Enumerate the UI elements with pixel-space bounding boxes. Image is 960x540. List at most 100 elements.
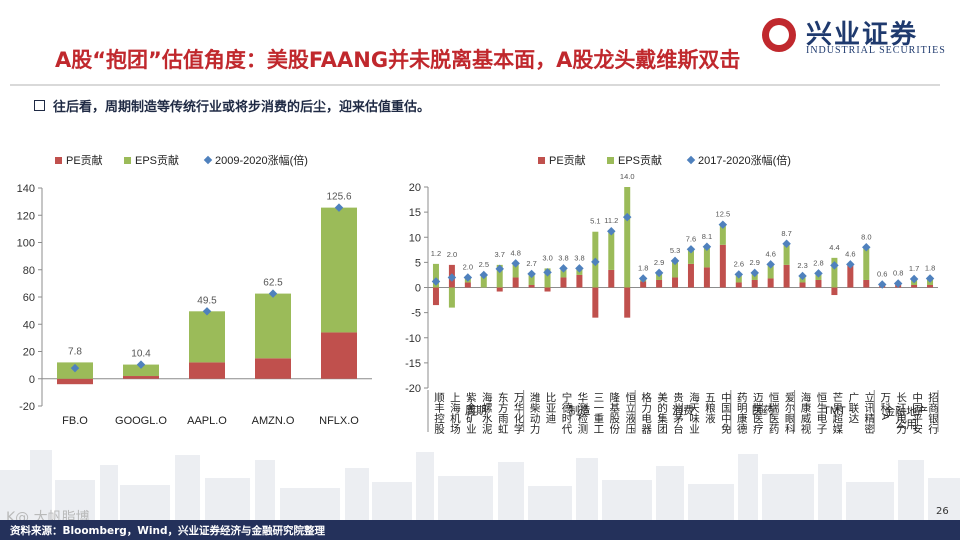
legend-marker-icon (686, 155, 696, 165)
data-label: 2.7 (526, 259, 536, 268)
legend-swatch (124, 157, 131, 164)
marker-point (70, 363, 80, 373)
x-tick-label: 恒生电子 (815, 391, 827, 434)
y-tick-label: 140 (17, 183, 35, 195)
x-tick-label: 立讯精密 (863, 391, 875, 435)
data-label: 1.7 (909, 264, 919, 273)
marker-point (334, 203, 344, 212)
x-tick-label: 贵州茅台 (672, 391, 684, 435)
x-tick-label: 海螺水泥 (481, 391, 493, 435)
y-tick-label: 40 (23, 319, 35, 331)
bar-segment (672, 260, 679, 278)
marker-point (814, 269, 823, 278)
bar-segment (432, 287, 439, 306)
header-divider (10, 84, 940, 86)
bar-segment (255, 358, 291, 379)
brand-name-en: INDUSTRIAL SECURITIES (806, 45, 946, 56)
bar-segment (703, 246, 710, 268)
legend-swatch (538, 157, 545, 164)
bar-segment (496, 264, 503, 288)
data-label: 0.8 (893, 268, 903, 277)
marker-point (447, 273, 457, 282)
data-label: 10.4 (131, 349, 151, 360)
y-tick-label: -20 (19, 401, 35, 413)
x-tick-label: 华测检测 (576, 391, 588, 435)
bar-segment (831, 287, 838, 296)
y-tick-label: 80 (23, 265, 35, 277)
data-label: 3.0 (542, 253, 552, 262)
bar-segment (767, 278, 774, 288)
bar-segment (544, 287, 551, 292)
group-label: TMT (823, 405, 846, 417)
x-tick-label: NFLX.O (319, 415, 359, 427)
legend-label: EPS贡献 (618, 153, 662, 167)
bar-segment (528, 273, 535, 285)
source-note: 资料来源：Bloomberg，Wind，兴业证券经济与金融研究院整理 (10, 525, 325, 537)
legend-label: PE贡献 (549, 153, 586, 167)
data-label: 8.1 (702, 232, 712, 241)
bar-segment (911, 284, 918, 288)
data-label: 5.3 (670, 246, 680, 255)
x-tick-label: FB.O (62, 415, 88, 427)
a-share-leaders-chart: PE贡献 EPS贡献 2017-2020涨幅(倍) -20 -15 -10 -5 0 5 10 15… (405, 153, 939, 435)
marker-point (136, 360, 146, 369)
x-tick-label: 长江电力 (895, 392, 907, 435)
bar-segment (719, 224, 726, 245)
skyline-decoration (0, 450, 960, 520)
marker-point (575, 264, 584, 273)
y-tick-label: 100 (17, 238, 35, 250)
data-label: 7.8 (68, 346, 82, 357)
footer-bar: 资料来源：Bloomberg，Wind，兴业证券经济与金融研究院整理 (0, 520, 960, 540)
data-label: 1.8 (925, 263, 935, 272)
bar-segment (703, 267, 710, 288)
bar-segment (480, 274, 487, 288)
data-label: 12.5 (716, 210, 731, 219)
brand-name-cn: 兴业证券 (806, 20, 919, 50)
bar-segment (831, 257, 838, 288)
x-tick-label: GOOGL.O (115, 415, 167, 427)
marker-point (591, 257, 600, 267)
y-tick-label: 0 (29, 374, 35, 386)
data-label: 4.6 (765, 249, 775, 258)
bullet-point: 往后看，周期制造等传统行业或将步消费的后尘，迎来估值重估。 (34, 96, 430, 115)
x-tick-label: 顺丰控股 (433, 392, 445, 435)
marker-point (495, 264, 504, 274)
data-label: 2.5 (479, 260, 489, 269)
bar-segment (656, 279, 663, 288)
bar-segment (751, 279, 758, 288)
page-number: 26 (936, 506, 949, 517)
bar-segment (255, 293, 291, 359)
legend-label: 2017-2020涨幅(倍) (698, 153, 791, 167)
data-label: 2.8 (813, 258, 823, 267)
bar-segment (321, 207, 357, 333)
bar-segment (512, 277, 519, 288)
y-tick-label: 15 (409, 207, 421, 219)
brand-logo-icon (762, 18, 796, 52)
x-tick-label: AMZN.O (252, 415, 295, 427)
marker-point (431, 277, 441, 286)
bar-segment (123, 364, 159, 377)
bar-segment (640, 281, 647, 288)
x-tick-label: 上海机场 (449, 392, 461, 435)
data-label: 5.1 (590, 217, 600, 226)
legend-label: PE贡献 (66, 153, 103, 167)
data-label: 4.6 (845, 249, 855, 258)
data-label: 2.9 (654, 258, 664, 267)
marker-point (798, 271, 807, 281)
data-label: 2.0 (447, 250, 457, 259)
bar-segment (927, 284, 934, 288)
marker-point (734, 270, 744, 279)
legend-swatch (55, 157, 62, 164)
y-tick-label: -20 (405, 383, 421, 395)
bar-segment (608, 231, 615, 270)
x-tick-label: 美的集团 (656, 391, 668, 435)
y-tick-label: 5 (415, 257, 421, 269)
bar-segment (687, 249, 694, 264)
bar-segment (544, 268, 551, 288)
bar-segment (189, 362, 225, 379)
group-label: 周期 (465, 404, 487, 417)
data-label: 4.8 (510, 248, 520, 257)
y-tick-label: 120 (17, 210, 35, 222)
data-label: 62.5 (263, 278, 283, 289)
x-tick-label: 隆基股份 (608, 391, 620, 435)
